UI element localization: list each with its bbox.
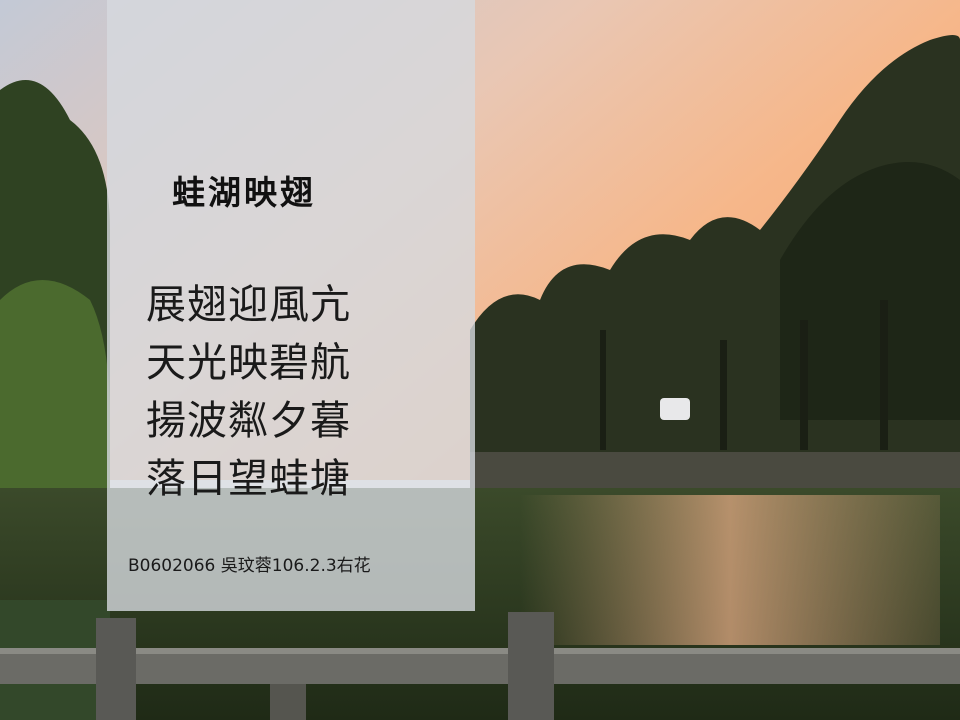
tree-trunk: [720, 340, 727, 450]
fence-post: [96, 618, 136, 720]
tree-trunk: [880, 300, 888, 450]
tree-trunk: [600, 330, 606, 450]
fence-post: [508, 612, 554, 720]
poem-lines: 展翅迎風亢 天光映碧航 揚波粼夕暮 落日望蛙塘: [146, 276, 351, 508]
fence-post: [270, 684, 306, 720]
author-credit: B0602066 吳玟蓉106.2.3右花: [128, 556, 371, 576]
poem-title: 蛙湖映翅: [172, 173, 316, 212]
poem-panel: 蛙湖映翅 展翅迎風亢 天光映碧航 揚波粼夕暮 落日望蛙塘 B0602066 吳玟…: [107, 0, 475, 611]
stone-shoreline: [470, 452, 960, 488]
sunset-reflection: [520, 495, 940, 645]
fence-rail-highlight: [0, 648, 960, 654]
tree-canopy-right-dark: [780, 162, 960, 420]
poem-line: 揚波粼夕暮: [146, 398, 351, 444]
poem-line: 展翅迎風亢: [146, 282, 351, 328]
parked-car: [660, 398, 690, 420]
poem-line: 天光映碧航: [146, 340, 351, 386]
tree-trunk: [800, 320, 808, 450]
poem-line: 落日望蛙塘: [146, 456, 351, 502]
